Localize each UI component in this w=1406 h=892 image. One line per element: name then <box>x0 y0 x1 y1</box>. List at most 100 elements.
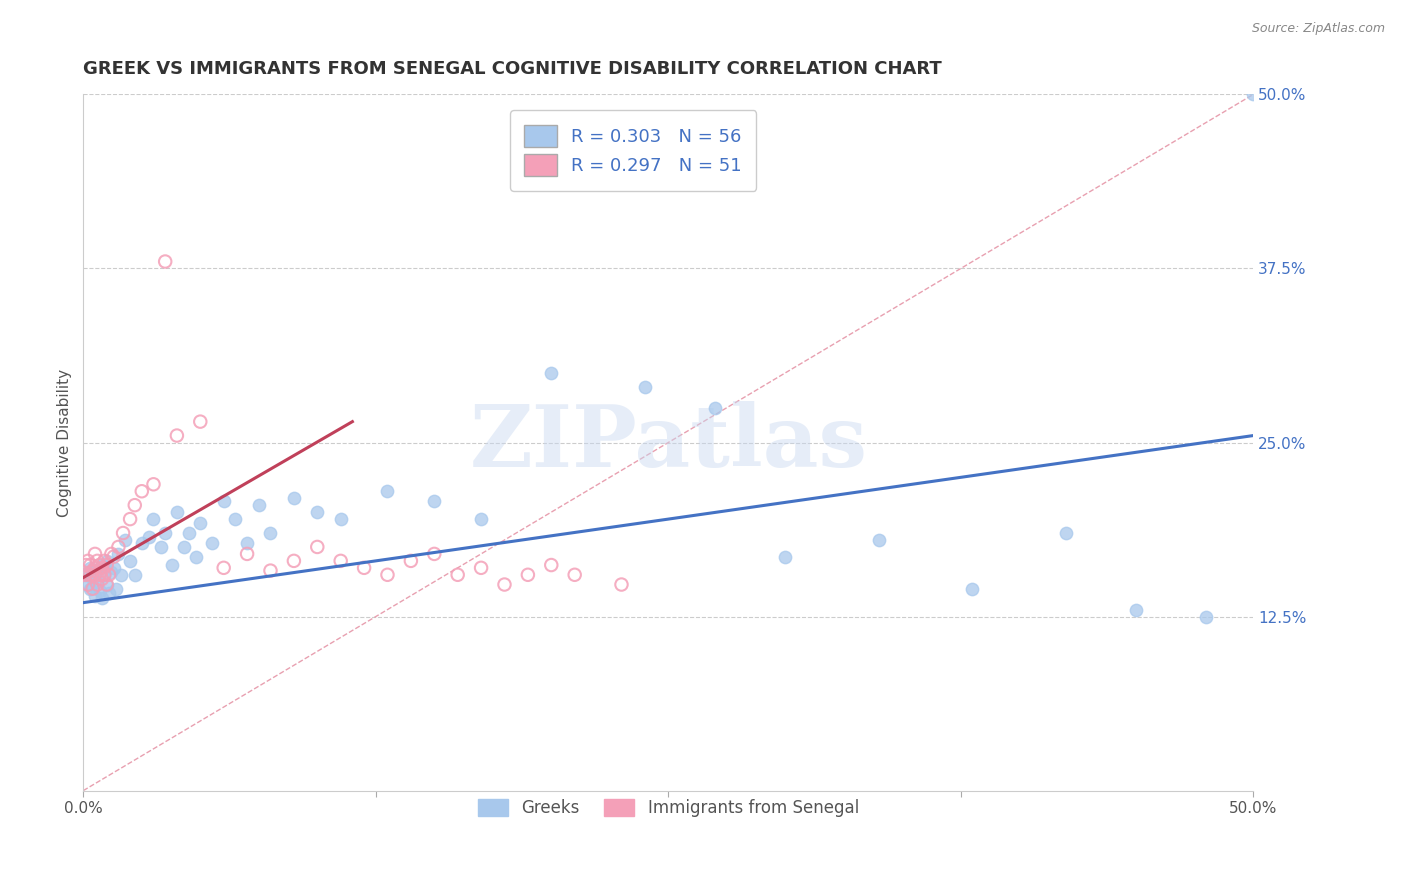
Point <box>212 494 235 508</box>
Point <box>89 584 111 599</box>
Point <box>79 558 101 572</box>
Point <box>634 380 657 394</box>
Point <box>93 554 115 568</box>
Point <box>142 512 165 526</box>
Point <box>79 582 101 596</box>
Point <box>153 526 176 541</box>
Point <box>540 558 562 572</box>
Point <box>283 554 305 568</box>
Point <box>423 494 446 508</box>
Point <box>91 561 114 575</box>
Point <box>84 547 107 561</box>
Point <box>120 512 142 526</box>
Point <box>516 567 538 582</box>
Point <box>704 401 727 415</box>
Point <box>82 582 104 596</box>
Point <box>307 540 329 554</box>
Point <box>114 533 136 547</box>
Point <box>82 572 104 586</box>
Text: GREEK VS IMMIGRANTS FROM SENEGAL COGNITIVE DISABILITY CORRELATION CHART: GREEK VS IMMIGRANTS FROM SENEGAL COGNITI… <box>83 60 942 78</box>
Point <box>247 498 270 512</box>
Text: Source: ZipAtlas.com: Source: ZipAtlas.com <box>1251 22 1385 36</box>
Point <box>259 526 281 541</box>
Point <box>120 554 142 568</box>
Point <box>153 254 176 268</box>
Point <box>329 512 352 526</box>
Point <box>77 577 100 591</box>
Point <box>91 558 114 572</box>
Point <box>96 577 118 591</box>
Point <box>91 591 114 606</box>
Text: ZIPatlas: ZIPatlas <box>470 401 868 484</box>
Point <box>494 577 516 591</box>
Point <box>1054 526 1077 541</box>
Point <box>79 561 101 575</box>
Point <box>353 561 375 575</box>
Point <box>84 589 107 603</box>
Point <box>103 561 125 575</box>
Point <box>96 558 118 572</box>
Point <box>540 366 562 380</box>
Point <box>112 526 135 541</box>
Point <box>107 547 129 561</box>
Point <box>75 567 97 582</box>
Point <box>91 572 114 586</box>
Point <box>77 554 100 568</box>
Point <box>75 558 97 572</box>
Point <box>423 547 446 561</box>
Point <box>173 540 195 554</box>
Point <box>75 567 97 582</box>
Point <box>93 567 115 582</box>
Point <box>377 484 399 499</box>
Point <box>138 530 160 544</box>
Point <box>236 547 259 561</box>
Point <box>100 565 122 579</box>
Point <box>201 535 224 549</box>
Point <box>610 577 633 591</box>
Point <box>105 582 128 596</box>
Point <box>79 567 101 582</box>
Point <box>447 567 470 582</box>
Point <box>775 549 797 564</box>
Point <box>377 567 399 582</box>
Point <box>124 567 146 582</box>
Y-axis label: Cognitive Disability: Cognitive Disability <box>58 368 72 516</box>
Point <box>89 567 111 582</box>
Point <box>188 516 211 531</box>
Point <box>188 415 211 429</box>
Point <box>77 577 100 591</box>
Point <box>91 564 114 578</box>
Point <box>82 564 104 578</box>
Point <box>142 477 165 491</box>
Point <box>96 577 118 591</box>
Point <box>149 540 172 554</box>
Point <box>564 567 586 582</box>
Point <box>224 512 246 526</box>
Point <box>84 567 107 582</box>
Point <box>89 558 111 572</box>
Point <box>93 567 115 582</box>
Point <box>399 554 422 568</box>
Legend: Greeks, Immigrants from Senegal: Greeks, Immigrants from Senegal <box>471 792 866 824</box>
Point <box>177 526 200 541</box>
Point <box>84 561 107 575</box>
Point <box>86 574 108 589</box>
Point <box>98 567 121 582</box>
Point <box>283 491 305 506</box>
Point <box>329 554 352 568</box>
Point <box>868 533 890 547</box>
Point <box>1195 609 1218 624</box>
Point <box>962 582 984 596</box>
Point <box>1241 87 1264 102</box>
Point <box>236 535 259 549</box>
Point <box>110 567 132 582</box>
Point <box>86 577 108 591</box>
Point <box>1125 602 1147 616</box>
Point <box>86 554 108 568</box>
Point <box>84 564 107 578</box>
Point <box>107 540 129 554</box>
Point <box>470 561 492 575</box>
Point <box>166 505 188 519</box>
Point <box>100 547 122 561</box>
Point <box>259 564 281 578</box>
